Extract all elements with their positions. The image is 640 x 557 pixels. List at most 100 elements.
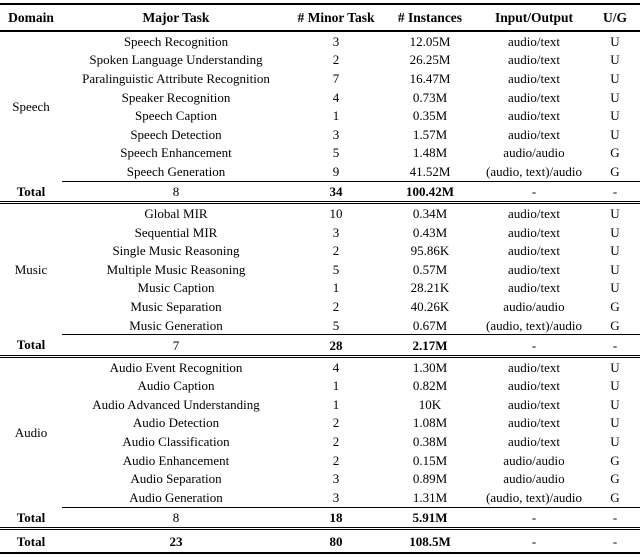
instances-cell: 41.52M (409, 163, 451, 179)
total-ug-cell: - (590, 334, 640, 357)
minor-task-count-cell: 3 (332, 489, 340, 505)
minor-task-count-cell: 3 (332, 224, 340, 240)
major-task-cell: Speech Detection (130, 126, 222, 142)
minor-task-count-cell: 10 (290, 201, 382, 223)
task-row: Music Global MIR 10 0.34M audio/text U (0, 201, 640, 335)
section-total-row: Total 8 34 100.42M - - (0, 180, 640, 203)
instances-cell: 0.67M (412, 317, 448, 333)
major-task-cell: Audio Event Recognition (62, 354, 290, 377)
ug-cell: U (610, 126, 620, 142)
ug-cell: U (610, 243, 620, 259)
instances-cell: 40.26K (410, 299, 450, 315)
task-row: Audio Separation 3 0.89M audio/audio G (0, 469, 640, 488)
input-output-cell: audio/audio (503, 471, 565, 487)
ug-cell: U (590, 354, 640, 377)
task-row: Music Separation 2 40.26K audio/audio G (0, 297, 640, 316)
minor-task-count-cell: 2 (332, 434, 340, 450)
major-task-cell: Audio Advanced Understanding (92, 396, 260, 412)
header-row: Domain Major Task # Minor Task # Instanc… (0, 4, 640, 32)
instances-cell: 0.89M (412, 471, 448, 487)
major-task-cell: Audio Caption (137, 378, 215, 394)
major-task-cell: Sequential MIR (134, 224, 218, 240)
col-header-major-task: Major Task (62, 4, 290, 32)
ug-cell: U (610, 52, 620, 68)
total-instances-cell: 2.17M (382, 334, 478, 357)
minor-task-count-cell: 2 (332, 415, 340, 431)
task-row: Music Generation 5 0.67M (audio, text)/audi… (0, 316, 640, 335)
total-instances-cell: 5.91M (382, 506, 478, 529)
grand-total-instances-cell: 108.5M (382, 527, 478, 554)
instances-cell: 28.21K (410, 280, 450, 296)
minor-task-count-cell: 1 (332, 108, 340, 124)
input-output-cell: (audio, text)/audio (485, 317, 583, 333)
major-task-cell: Music Separation (130, 299, 222, 315)
instances-cell: 1.31M (412, 489, 448, 505)
minor-task-count-cell: 3 (332, 471, 340, 487)
total-ug-cell: - (590, 506, 640, 529)
major-task-cell: Multiple Music Reasoning (106, 261, 246, 277)
total-major-task-cell: 7 (62, 334, 290, 357)
input-output-cell: audio/text (508, 224, 560, 240)
grand-total-row: Total 23 80 108.5M - - (0, 527, 640, 554)
task-row: Audio Audio Event Recognition 4 1.30M audio/… (0, 354, 640, 508)
minor-task-count-cell: 3 (332, 33, 340, 49)
total-ug-cell: - (590, 180, 640, 203)
total-instances-cell: 100.42M (382, 180, 478, 203)
instances-cell: 0.38M (412, 434, 448, 450)
task-row: Sequential MIR 3 0.43M audio/text U (0, 223, 640, 242)
total-label-cell: Total (16, 337, 46, 353)
ug-cell: U (610, 70, 620, 86)
instances-cell: 95.86K (410, 243, 450, 259)
total-input-output-cell: - (478, 334, 590, 357)
major-task-cell: Audio Classification (122, 434, 230, 450)
instances-cell: 1.57M (412, 126, 448, 142)
task-row: Speech Detection 3 1.57M audio/text U (0, 125, 640, 144)
domain-cell: Audio (0, 354, 62, 508)
input-output-cell: audio/text (508, 434, 560, 450)
input-output-cell: audio/audio (503, 145, 565, 161)
total-minor-task-cell: 34 (290, 180, 382, 203)
ug-cell: G (610, 489, 620, 505)
col-header-minor-task: # Minor Task (290, 4, 382, 32)
task-row: Audio Enhancement 2 0.15M audio/audio G (0, 451, 640, 470)
major-task-cell: Speech Generation (126, 163, 226, 179)
instances-cell: 26.25M (409, 52, 451, 68)
input-output-cell: audio/text (508, 378, 560, 394)
col-header-ug: U/G (590, 4, 640, 32)
input-output-cell: audio/text (508, 243, 560, 259)
input-output-cell: audio/audio (503, 452, 565, 468)
minor-task-count-cell: 3 (332, 126, 340, 142)
task-row: Paralinguistic Attribute Recognition 7 16.… (0, 69, 640, 88)
input-output-cell: audio/text (508, 89, 560, 105)
minor-task-count-cell: 1 (332, 280, 340, 296)
instances-cell: 0.43M (412, 224, 448, 240)
col-header-input-output: Input/Output (478, 4, 590, 32)
major-task-cell: Speech Recognition (123, 33, 229, 49)
task-row: Audio Caption 1 0.82M audio/text U (0, 377, 640, 396)
ug-cell: U (590, 201, 640, 223)
minor-task-count-cell: 4 (332, 89, 340, 105)
major-task-cell: Global MIR (62, 201, 290, 223)
input-output-cell: (audio, text)/audio (485, 163, 583, 179)
ug-cell: U (610, 89, 620, 105)
total-major-task-cell: 8 (62, 506, 290, 529)
domain-cell: Speech (12, 99, 50, 115)
major-task-cell: Audio Detection (132, 415, 220, 431)
ug-cell: U (610, 434, 620, 450)
input-output-cell: audio/text (478, 354, 590, 377)
input-output-cell: audio/text (508, 261, 560, 277)
instances-cell: 10K (418, 396, 442, 412)
task-row: Speech Enhancement 5 1.48M audio/audio G (0, 144, 640, 163)
task-row: Speaker Recognition 4 0.73M audio/text U (0, 88, 640, 107)
minor-task-count-cell: 2 (332, 452, 340, 468)
total-major-task-cell: 8 (62, 180, 290, 203)
grand-total-minor-task-cell: 80 (290, 527, 382, 554)
total-input-output-cell: - (478, 180, 590, 203)
instances-cell: 1.48M (412, 145, 448, 161)
ug-cell: G (610, 163, 620, 179)
input-output-cell: audio/text (508, 70, 560, 86)
task-row: Audio Generation 3 1.31M (audio, text)/audi… (0, 488, 640, 507)
major-task-cell: Audio Enhancement (122, 452, 230, 468)
instances-cell: 12.05M (409, 33, 451, 49)
input-output-cell: audio/audio (503, 299, 565, 315)
